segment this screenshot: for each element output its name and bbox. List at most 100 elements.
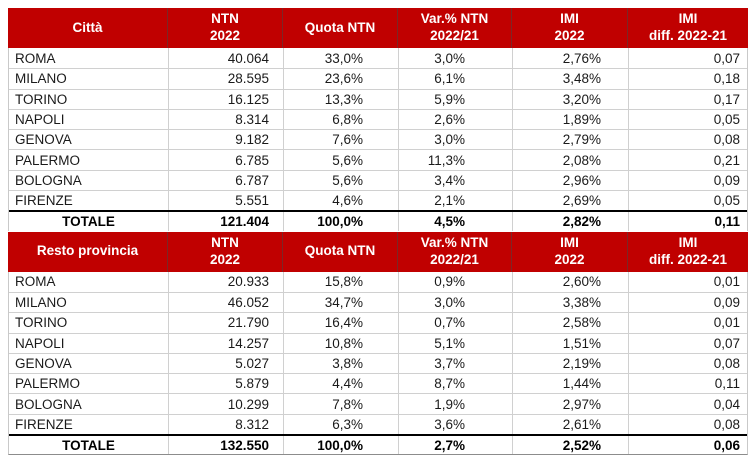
ntn-cell: 40.064 [169, 48, 284, 69]
col-header-line2: diff. 2022-21 [648, 28, 728, 43]
quota-ntn-cell: 7,8% [284, 394, 399, 414]
city-cell: NAPOLI [9, 333, 169, 353]
ntn-cell: 46.052 [169, 292, 284, 313]
imi-cell: 3,20% [513, 89, 629, 109]
table-row: NAPOLI 8.314 6,8% 2,6% 1,89% 0,05 [9, 108, 747, 130]
col-header-ntn-cell: NTN 2022 [168, 8, 283, 48]
imi-cell: 1,89% [513, 109, 629, 130]
var-ntn-cell: 3,6% [399, 414, 513, 435]
col-header-line1: Città [72, 19, 103, 35]
imi-diff-cell: 0,08 [713, 132, 740, 148]
col-header-line2: 2022 [554, 28, 585, 43]
ntn-cell: 9.182 [169, 130, 284, 150]
col-header-quota-ntn-cell: Quota NTN [283, 231, 398, 272]
col-header-line2: 2022 [554, 251, 585, 267]
city-cell: FIRENZE [9, 414, 169, 435]
quota-ntn-cell: 4,6% [284, 191, 399, 211]
city-cell: ROMA [9, 48, 169, 69]
city-cell: BOLOGNA [9, 394, 169, 414]
ntn-cell: 8.314 [169, 109, 284, 130]
imi-diff-cell: 0,07 [713, 335, 740, 351]
col-header-line1: IMI [678, 234, 698, 250]
ntn-cell: 6.787 [169, 170, 284, 191]
col-header-line1: Resto provincia [36, 243, 139, 259]
var-ntn-cell: 3,0% [399, 130, 513, 150]
imi-cell: 2,96% [513, 170, 629, 191]
imi-diff-cell: 0,11 [714, 376, 740, 392]
imi-cell: 1,51% [513, 333, 629, 353]
imi-cell: 2,58% [513, 313, 629, 333]
var-ntn-cell: 2,1% [399, 191, 513, 211]
col-header-var-ntn-cell: Var.% NTN 2022/21 [398, 8, 512, 48]
ntn-cell: 10.299 [169, 394, 284, 414]
imi-cell: 2,69% [513, 191, 629, 211]
col-header-ntn-cell: NTN 2022 [168, 231, 283, 272]
col-header-line1: Var.% NTN [420, 11, 489, 27]
imi-diff-cell: 0,08 [713, 356, 740, 371]
table-row: ROMA 20.933 15,8% 0,9% 2,60% 0,01 [9, 271, 747, 292]
col-header-line1: IMI [560, 11, 579, 27]
col-header-imi-diff-cell: IMI diff. 2022-21 [628, 8, 748, 48]
imi-cell: 2,19% [513, 353, 629, 374]
quota-ntn-cell: 6,3% [284, 414, 399, 435]
ntn-cell: 16.125 [169, 89, 284, 109]
imi-cell: 3,48% [513, 69, 629, 89]
province-table-body: ROMA 20.933 15,8% 0,9% 2,60% 0,01 MILANO 46.052… [8, 271, 748, 456]
col-header-imi-diff-cell: IMI diff. 2022-21 [628, 232, 748, 272]
ntn-cell: 8.312 [169, 414, 284, 435]
var-ntn-cell: 4,5% [399, 212, 513, 231]
col-header-line1: NTN [211, 234, 239, 250]
imi-cell: 2,08% [513, 150, 629, 170]
var-ntn-cell: 6,1% [399, 69, 513, 89]
imi-diff-cell: 0,07 [713, 50, 740, 66]
city-cell: PALERMO [9, 150, 169, 170]
province-table-header-row: Resto provincia NTN 2022 Quota NTN Var.% NTN… [8, 231, 748, 272]
report-page: Città NTN 2022 Quota NTN Var.% NTN 2022/21 IMI… [8, 8, 748, 456]
var-ntn-cell: 3,4% [399, 170, 513, 191]
quota-ntn-cell: 16,4% [284, 313, 399, 333]
imi-cell: 1,44% [513, 374, 629, 394]
city-cell: NAPOLI [9, 109, 169, 130]
col-header-line2: 2022/21 [430, 28, 479, 43]
table-row: TORINO 16.125 13,3% 5,9% 3,20% 0,17 [9, 88, 747, 109]
city-cell: GENOVA [9, 130, 169, 150]
quota-ntn-cell: 33,0% [284, 48, 399, 69]
imi-cell: 2,61% [513, 414, 629, 435]
table-row: GENOVA 5.027 3,8% 3,7% 2,19% 0,08 [9, 352, 747, 374]
city-cell: TOTALE [9, 436, 169, 455]
quota-ntn-cell: 100,0% [284, 436, 399, 455]
city-cell: PALERMO [9, 374, 169, 394]
var-ntn-cell: 8,7% [399, 374, 513, 394]
var-ntn-cell: 1,9% [399, 394, 513, 414]
col-header-line1: IMI [678, 11, 698, 27]
total-row: TOTALE 121.404 100,0% 4,5% 2,82% 0,11 [9, 210, 747, 231]
imi-cell: 2,82% [513, 212, 629, 231]
table-row: BOLOGNA 6.787 5,6% 3,4% 2,96% 0,09 [9, 169, 747, 191]
table-row: GENOVA 9.182 7,6% 3,0% 2,79% 0,08 [9, 129, 747, 150]
col-header-line1: Quota NTN [304, 243, 376, 259]
imi-cell: 2,79% [513, 130, 629, 150]
city-table-body: ROMA 40.064 33,0% 3,0% 2,76% 0,07 MILANO 28.595… [8, 48, 748, 231]
quota-ntn-cell: 23,6% [284, 69, 399, 89]
quota-ntn-cell: 3,8% [284, 353, 399, 374]
var-ntn-cell: 5,9% [399, 89, 513, 109]
col-header-line2: 2022/21 [430, 251, 479, 267]
var-ntn-cell: 2,6% [399, 109, 513, 130]
city-cell: TOTALE [9, 212, 169, 231]
imi-diff-cell: 0,01 [713, 274, 740, 290]
var-ntn-cell: 3,0% [399, 48, 513, 69]
imi-diff-cell: 0,09 [713, 172, 740, 188]
imi-diff-cell: 0,05 [713, 193, 740, 209]
col-header-resto-provincia: Resto provincia [8, 231, 168, 272]
imi-diff-cell: 0,08 [713, 416, 740, 432]
var-ntn-cell: 3,7% [399, 353, 513, 374]
var-ntn-cell: 3,0% [399, 292, 513, 313]
quota-ntn-cell: 7,6% [284, 130, 399, 150]
city-cell: TORINO [9, 89, 169, 109]
imi-cell: 3,38% [513, 292, 629, 313]
imi-diff-cell: 0,01 [713, 315, 740, 331]
quota-ntn-cell: 15,8% [284, 271, 399, 292]
quota-ntn-cell: 100,0% [284, 212, 399, 231]
imi-diff-cell: 0,18 [713, 71, 740, 87]
ntn-cell: 5.879 [169, 374, 284, 394]
